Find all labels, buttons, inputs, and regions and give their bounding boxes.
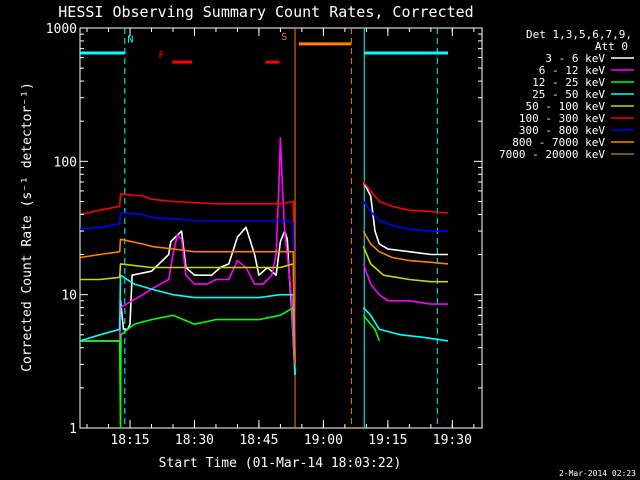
- x-tick-label-1: 18:30: [175, 433, 214, 448]
- legend-entry-label-0: 3 - 6 keV: [545, 52, 605, 65]
- series-line-9: [362, 263, 448, 305]
- series-line-12: [362, 246, 448, 283]
- x-tick-label-2: 18:45: [239, 433, 278, 448]
- legend-entry-label-3: 25 - 50 keV: [532, 88, 605, 101]
- chart-title: HESSI Observing Summary Count Rates, Cor…: [58, 3, 473, 21]
- legend-entry-label-6: 300 - 800 keV: [519, 124, 605, 137]
- plot-frame: [79, 27, 483, 429]
- x-tick-label-5: 19:30: [433, 433, 472, 448]
- series-line-3: [79, 274, 296, 375]
- series-line-4: [80, 263, 296, 365]
- series-line-8: [362, 181, 448, 256]
- y-tick-label-0: 1: [69, 422, 77, 437]
- timestamp: 2-Mar-2014 02:23: [558, 469, 636, 478]
- series-line-2: [80, 306, 296, 429]
- series-line-10: [362, 314, 381, 342]
- x-tick-label-4: 19:15: [368, 433, 407, 448]
- legend-entry-label-2: 12 - 25 keV: [532, 76, 605, 89]
- y-tick-label-3: 1000: [46, 22, 77, 37]
- y-tick-label-1: 10: [61, 289, 77, 304]
- y-tick-label-2: 100: [54, 155, 77, 170]
- legend-entry-label-5: 100 - 300 keV: [519, 112, 605, 125]
- series-line-5: [79, 193, 296, 365]
- y-axis-label: Corrected Count Rate (s⁻¹ detector⁻¹): [20, 82, 35, 372]
- series-line-6: [80, 212, 296, 365]
- legend-entry-label-7: 800 - 7000 keV: [512, 136, 605, 149]
- series-line-0: [80, 226, 296, 375]
- series-line-7: [79, 238, 296, 365]
- series-line-15: [362, 230, 449, 265]
- legend-entry-label-8: 7000 - 20000 keV: [499, 148, 605, 161]
- legend-header: Det 1,3,5,6,7,9,: [526, 28, 632, 41]
- legend-entry-label-1: 6 - 12 keV: [539, 64, 606, 77]
- x-tick-label-3: 19:00: [304, 433, 343, 448]
- legend-attenuator: Att 0: [595, 40, 628, 53]
- x-axis-label: Start Time (01-Mar-14 18:03:22): [159, 456, 402, 471]
- series-line-14: [362, 201, 448, 232]
- x-tick-label-0: 18:15: [110, 433, 149, 448]
- series-line-1: [80, 137, 296, 375]
- legend-entry-label-4: 50 - 100 keV: [526, 100, 606, 113]
- series-line-13: [362, 181, 449, 214]
- saa-flag-label: S: [281, 32, 287, 43]
- series-line-11: [362, 307, 449, 342]
- flare-flag-label: F: [158, 51, 164, 62]
- night-flag-label: N: [127, 34, 133, 45]
